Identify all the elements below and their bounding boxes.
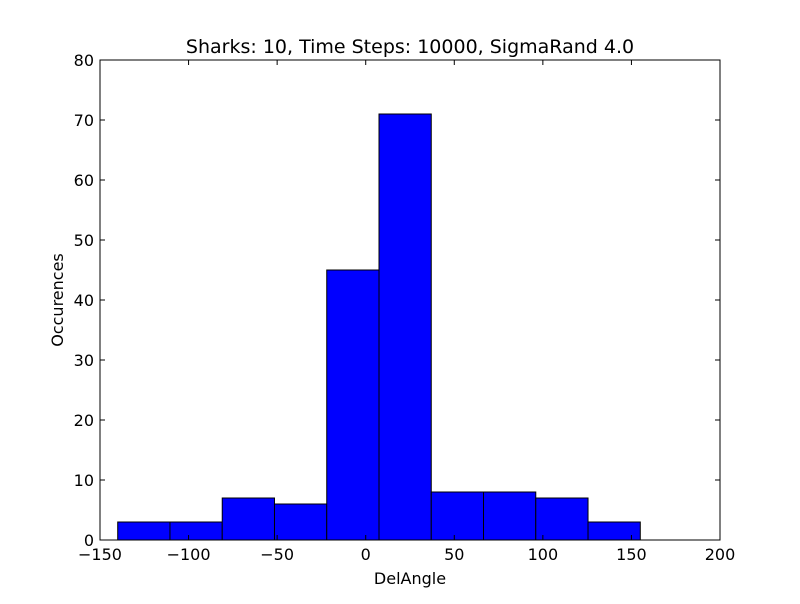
histogram-bar-7 [483, 491, 537, 541]
histogram-bar-3 [273, 503, 328, 541]
histogram-bar-0 [117, 521, 171, 541]
y-tick-label-3: 30 [74, 351, 94, 370]
ticks-group: −150 −100 −50 0 50 100 150 200 0 10 20 30 40 50 60 70 80 [74, 51, 736, 564]
histogram-bar-2 [221, 497, 275, 541]
y-tick-label-2: 20 [74, 411, 94, 430]
x-tick-label-0: −150 [78, 545, 122, 564]
histogram-bar-8 [535, 497, 589, 541]
histogram-bar-6 [430, 491, 485, 541]
histogram-bar-5 [378, 113, 432, 541]
histogram-bar-9 [587, 521, 641, 541]
y-tick-label-7: 70 [74, 111, 94, 130]
y-tick-label-4: 40 [74, 291, 94, 310]
x-tick-label-7: 200 [705, 545, 736, 564]
y-tick-label-6: 60 [74, 171, 94, 190]
y-tick-label-8: 80 [74, 51, 94, 70]
x-tick-label-1: −100 [167, 545, 211, 564]
y-tick-label-1: 10 [74, 471, 94, 490]
x-tick-label-3: 0 [361, 545, 371, 564]
chart-title: Sharks: 10, Time Steps: 10000, SigmaRand… [186, 36, 634, 58]
x-tick-label-6: 150 [616, 545, 647, 564]
x-tick-label-2: −50 [260, 545, 294, 564]
bars-group [117, 113, 641, 541]
x-tick-label-4: 50 [444, 545, 464, 564]
y-axis-label: Occurences [48, 253, 67, 347]
y-tick-label-0: 0 [84, 531, 94, 550]
axes-frame [99, 59, 721, 541]
histogram-bar-4 [326, 269, 380, 541]
x-tick-label-5: 100 [528, 545, 559, 564]
y-tick-label-5: 50 [74, 231, 94, 250]
x-axis-label: DelAngle [374, 569, 446, 588]
histogram-bar-1 [169, 521, 223, 541]
